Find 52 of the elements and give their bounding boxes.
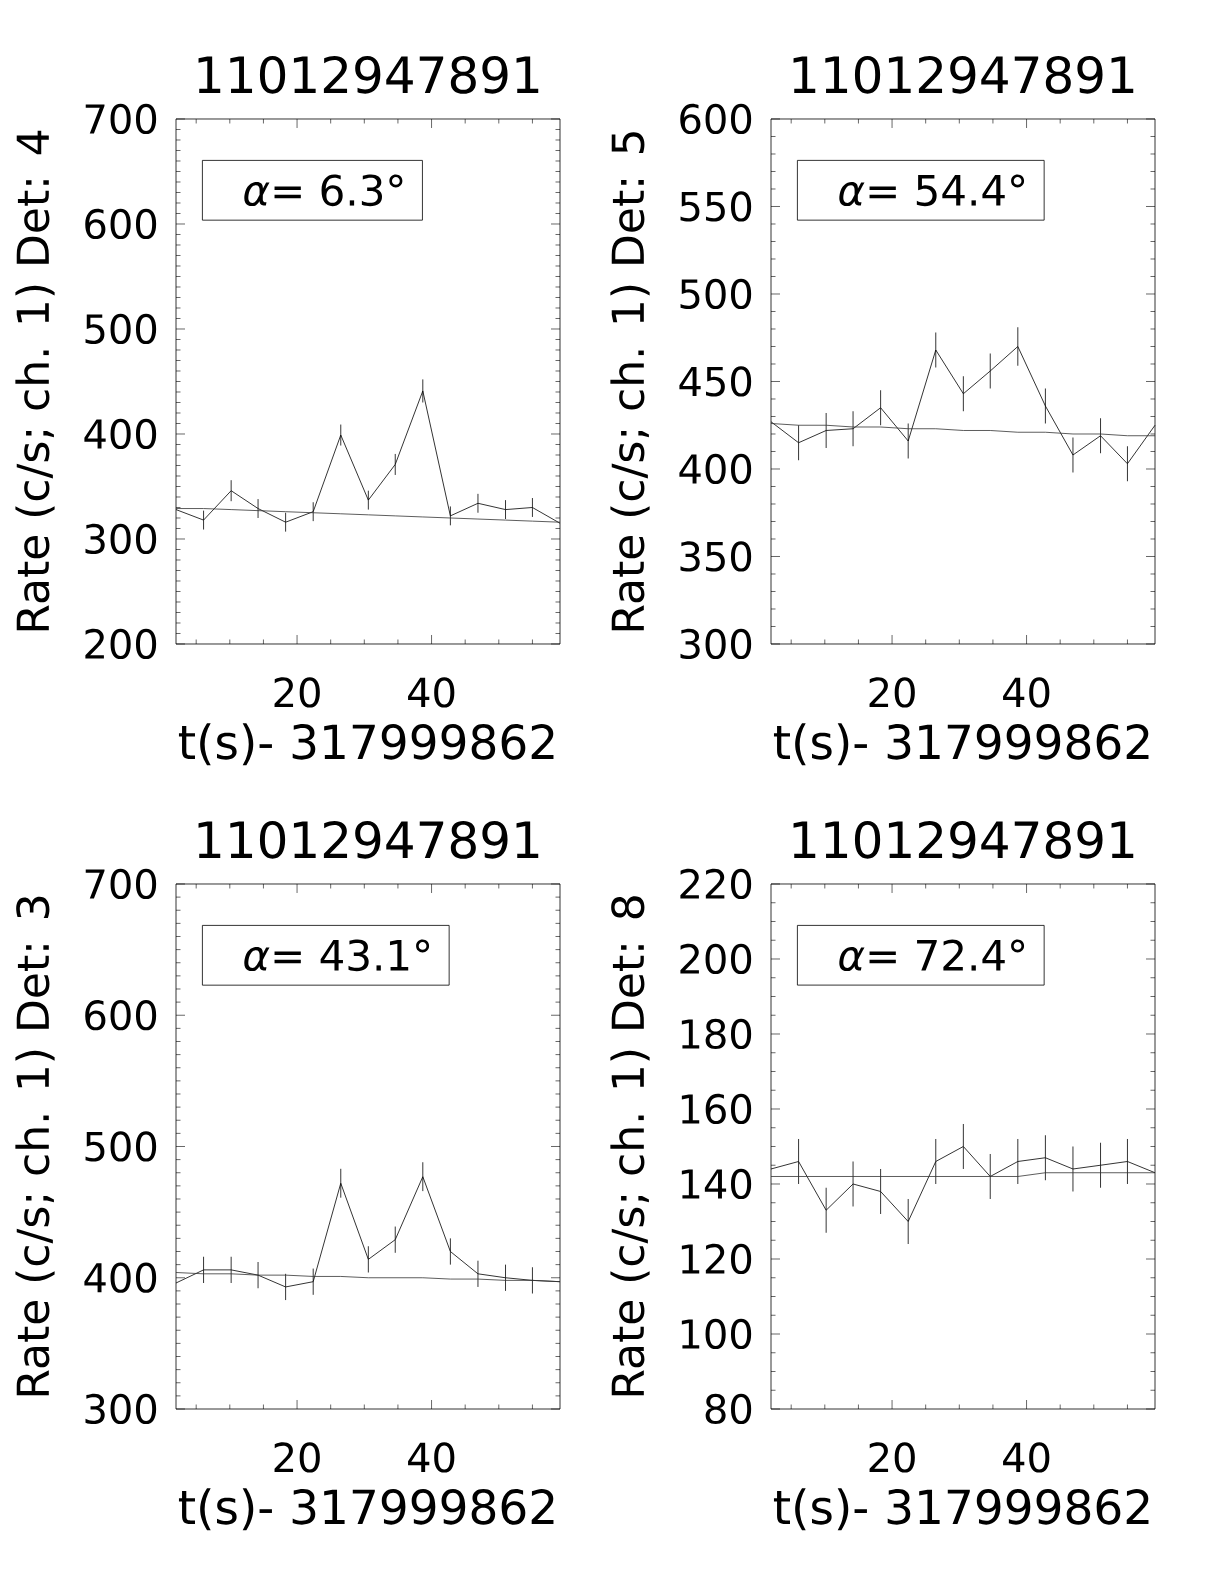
x-tick-label: 20 xyxy=(869,1442,915,1473)
x-axis-title: t(s)- 317999862 xyxy=(178,1488,554,1531)
y-tick-label: 500 xyxy=(85,1131,157,1162)
y-tick-label: 300 xyxy=(85,1393,157,1425)
y-tick-label: 300 xyxy=(680,628,752,660)
chart-title: 11012947891 xyxy=(198,55,539,94)
y-tick-label: 120 xyxy=(681,1243,752,1275)
y-tick-label: 180 xyxy=(681,1018,752,1050)
y-tick-label: 200 xyxy=(85,628,157,660)
annotation: α= 6.3° xyxy=(244,174,403,207)
y-tick-label: 700 xyxy=(85,103,157,135)
y-tick-label: 450 xyxy=(679,366,752,397)
y-tick-label: 400 xyxy=(679,453,752,485)
y-tick-label: 200 xyxy=(680,943,752,975)
y-axis-title: Rate (c/s; ch. 1) Det: 8 xyxy=(610,896,650,1396)
y-tick-label: 80 xyxy=(705,1393,752,1425)
line-series xyxy=(770,423,1156,437)
x-axis-title: t(s)- 317999862 xyxy=(178,723,554,766)
y-tick-label: 400 xyxy=(84,418,157,450)
annotation: α= 72.4° xyxy=(839,939,1025,972)
y-axis-title: Rate (c/s; ch. 1) Det: 3 xyxy=(15,896,55,1396)
y-axis-title: Rate (c/s; ch. 1) Det: 5 xyxy=(610,132,650,631)
x-tick-label: 40 xyxy=(408,677,455,708)
x-tick-label: 40 xyxy=(408,1442,455,1473)
y-tick-label: 600 xyxy=(85,1000,157,1031)
chart-title: 11012947891 xyxy=(198,820,539,859)
y-tick-label: 400 xyxy=(84,1262,157,1293)
y-tick-label: 160 xyxy=(681,1093,752,1125)
y-tick-label: 550 xyxy=(680,191,752,222)
x-axis-title: t(s)- 317999862 xyxy=(773,1488,1149,1531)
chart-title: 11012947891 xyxy=(793,820,1134,859)
y-tick-label: 300 xyxy=(85,523,157,555)
chart-title: 11012947891 xyxy=(793,55,1134,94)
x-tick-label: 40 xyxy=(1003,677,1050,708)
y-tick-label: 600 xyxy=(85,208,157,240)
y-tick-label: 700 xyxy=(85,868,157,900)
annotation: α= 54.4° xyxy=(839,174,1025,207)
y-tick-label: 500 xyxy=(680,278,752,310)
x-axis-title: t(s)- 317999862 xyxy=(773,723,1149,766)
x-tick-label: 40 xyxy=(1003,1442,1050,1473)
y-tick-label: 220 xyxy=(680,868,752,900)
line-series xyxy=(175,508,561,523)
x-tick-label: 20 xyxy=(274,1442,320,1473)
annotation: α= 43.1° xyxy=(244,939,430,972)
y-axis-title: Rate (c/s; ch. 1) Det: 4 xyxy=(15,130,55,631)
x-tick-label: 20 xyxy=(274,677,320,708)
y-tick-label: 500 xyxy=(85,313,157,345)
y-tick-label: 350 xyxy=(680,541,752,572)
y-tick-label: 140 xyxy=(681,1168,752,1200)
y-tick-label: 600 xyxy=(680,103,752,135)
y-tick-label: 100 xyxy=(681,1318,752,1350)
x-tick-label: 20 xyxy=(869,677,915,708)
